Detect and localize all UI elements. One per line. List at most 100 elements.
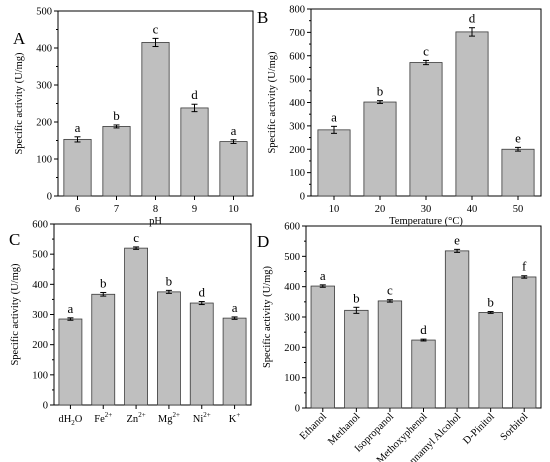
x-tick-label: Ethanol xyxy=(298,411,329,442)
y-tick-label: 400 xyxy=(289,98,305,109)
y-tick-label: 200 xyxy=(284,343,300,354)
panel-letter: D xyxy=(257,232,269,251)
significance-letter: b xyxy=(487,295,494,310)
bar xyxy=(141,42,170,197)
x-tick-label: 30 xyxy=(421,204,432,215)
x-tick-label: 50 xyxy=(513,204,524,215)
y-axis-title: Specific activity (U/mg) xyxy=(262,265,273,368)
bar xyxy=(180,107,209,197)
bar xyxy=(478,312,503,409)
significance-letter: b xyxy=(353,290,360,305)
bar xyxy=(411,339,436,409)
bar xyxy=(58,318,83,406)
x-tick-label: Sorbitol xyxy=(499,411,531,443)
significance-letter: a xyxy=(331,109,337,124)
x-tick-label: 9 xyxy=(192,204,197,215)
bar xyxy=(409,62,443,197)
bar xyxy=(124,247,148,406)
y-tick-label: 700 xyxy=(289,28,305,39)
y-tick-label: 500 xyxy=(36,7,52,18)
panel-letter: A xyxy=(13,29,26,48)
y-tick-label: 300 xyxy=(284,313,300,324)
significance-letter: b xyxy=(166,273,173,288)
x-tick-label: 6 xyxy=(75,204,80,215)
significance-letter: a xyxy=(320,268,326,283)
x-tick-label: Mg2+ xyxy=(158,411,180,425)
y-tick-label: 100 xyxy=(36,155,52,166)
panel-letter: B xyxy=(257,8,268,27)
significance-letter: a xyxy=(75,120,81,135)
panel-letter: C xyxy=(9,230,20,249)
y-tick-label: 100 xyxy=(289,168,305,179)
y-axis-title: Specific activity (U/mg) xyxy=(267,51,278,154)
bar xyxy=(219,141,248,197)
y-tick-label: 500 xyxy=(32,250,48,261)
y-tick-label: 400 xyxy=(284,282,300,293)
significance-letter: a xyxy=(68,301,74,316)
x-tick-label: Ni2+ xyxy=(193,411,211,425)
bar xyxy=(222,317,247,406)
panel-d: D 0 100 200 300 400 500 600 Specific activity (U… xyxy=(257,222,542,462)
panel-c: C 0 100 200 300 400 500 600 Specific activity (U… xyxy=(9,220,252,427)
y-tick-label: 600 xyxy=(284,222,300,233)
y-tick-label: 500 xyxy=(284,252,300,263)
significance-letter: f xyxy=(522,259,527,274)
significance-letter: d xyxy=(199,285,206,300)
y-axis-title: Specific activity (U/mg) xyxy=(14,52,25,155)
x-tick-label: 7 xyxy=(114,204,119,215)
significance-letter: c xyxy=(153,21,159,36)
y-tick-label: 0 xyxy=(300,192,305,203)
panel-b: B 0 100 200 300 400 500 600 700 800 Specific activ… xyxy=(257,5,542,227)
bar xyxy=(377,300,403,409)
panel-a: A 0 100 200 300 400 500 Specific activity (U/mg… xyxy=(13,7,254,227)
x-tick-label: dH2O xyxy=(58,414,82,427)
y-tick-label: 300 xyxy=(289,121,305,132)
y-tick-label: 200 xyxy=(36,118,52,129)
significance-letter: d xyxy=(469,11,476,26)
y-tick-label: 400 xyxy=(32,280,48,291)
bar xyxy=(344,309,369,409)
significance-letter: d xyxy=(420,322,427,337)
significance-letter: c xyxy=(387,283,393,298)
y-axis-title: Specific activity (U/mg) xyxy=(10,263,21,366)
bar xyxy=(455,31,489,197)
y-tick-label: 0 xyxy=(295,404,300,415)
x-axis-title: Temperature (°C) xyxy=(389,216,463,227)
x-tick-label: 40 xyxy=(467,204,478,215)
significance-letter: b xyxy=(377,84,384,99)
y-tick-label: 200 xyxy=(32,340,48,351)
significance-letter: a xyxy=(231,123,237,138)
bar xyxy=(157,291,181,406)
y-tick-label: 100 xyxy=(284,373,300,384)
significance-letter: d xyxy=(191,87,198,102)
y-tick-label: 600 xyxy=(289,51,305,62)
x-tick-label: K+ xyxy=(229,411,241,425)
bar xyxy=(501,148,535,197)
bar xyxy=(512,276,537,409)
bar xyxy=(317,129,351,197)
x-axis-title: pH xyxy=(149,216,162,227)
y-tick-label: 800 xyxy=(289,5,305,16)
bar xyxy=(63,138,92,197)
significance-letter: c xyxy=(423,43,429,58)
y-tick-label: 100 xyxy=(32,370,48,381)
x-tick-label: 10 xyxy=(329,204,340,215)
y-tick-label: 0 xyxy=(47,192,52,203)
x-tick-label: 10 xyxy=(228,204,239,215)
plot-frame xyxy=(53,223,252,406)
x-tick-label: D-Pinitol xyxy=(461,411,496,446)
significance-letter: c xyxy=(133,230,139,245)
bar xyxy=(310,285,335,409)
bar xyxy=(102,126,131,197)
y-tick-label: 0 xyxy=(43,401,48,412)
bar xyxy=(363,101,397,197)
significance-letter: a xyxy=(232,300,238,315)
bar xyxy=(91,293,116,406)
y-tick-label: 200 xyxy=(289,145,305,156)
y-tick-label: 500 xyxy=(289,75,305,86)
y-tick-label: 600 xyxy=(32,220,48,231)
x-tick-label: 20 xyxy=(375,204,386,215)
x-tick-label: Zn2+ xyxy=(127,411,146,425)
bar xyxy=(444,250,470,409)
